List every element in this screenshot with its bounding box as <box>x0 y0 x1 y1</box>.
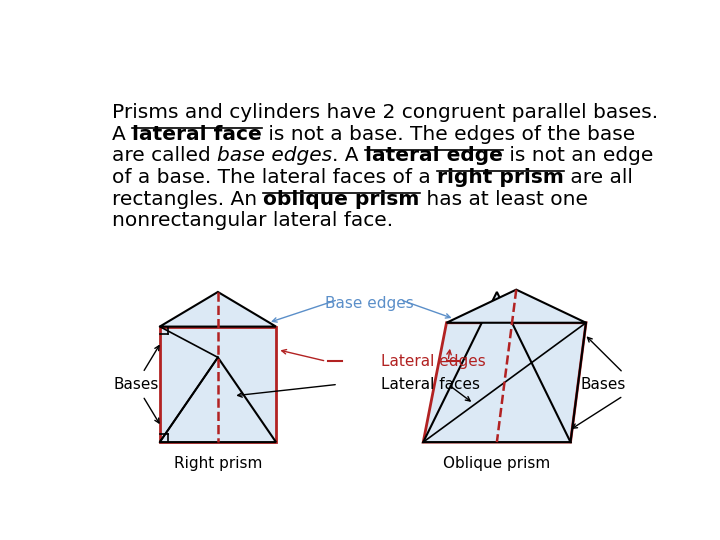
Text: are all: are all <box>564 168 633 187</box>
Text: of a base. The lateral faces of a: of a base. The lateral faces of a <box>112 168 437 187</box>
Text: nonrectangular lateral face.: nonrectangular lateral face. <box>112 211 393 230</box>
Text: has at least one: has at least one <box>420 190 588 208</box>
Polygon shape <box>423 292 570 442</box>
Text: Right prism: Right prism <box>174 456 262 471</box>
Text: Bases: Bases <box>581 377 626 392</box>
Text: Bases: Bases <box>113 377 158 392</box>
Text: rectangles. An: rectangles. An <box>112 190 264 208</box>
Text: Base edges: Base edges <box>325 296 413 311</box>
Polygon shape <box>160 292 276 327</box>
Text: lateral face: lateral face <box>132 125 261 144</box>
Text: Lateral faces: Lateral faces <box>381 377 480 392</box>
Text: Prisms and cylinders have 2 congruent parallel bases.: Prisms and cylinders have 2 congruent pa… <box>112 103 658 122</box>
Text: base edges: base edges <box>217 146 332 165</box>
Text: oblique prism: oblique prism <box>264 190 420 208</box>
Polygon shape <box>423 323 586 442</box>
Text: Oblique prism: Oblique prism <box>444 456 551 471</box>
Text: right prism: right prism <box>437 168 564 187</box>
Text: is not an edge: is not an edge <box>503 146 653 165</box>
Text: A: A <box>112 125 132 144</box>
Text: . A: . A <box>332 146 365 165</box>
Text: are called: are called <box>112 146 217 165</box>
Polygon shape <box>160 327 276 442</box>
Text: lateral edge: lateral edge <box>365 146 503 165</box>
Polygon shape <box>160 357 276 442</box>
Text: Lateral edges: Lateral edges <box>381 354 485 369</box>
Text: is not a base. The edges of the base: is not a base. The edges of the base <box>261 125 635 144</box>
Polygon shape <box>446 289 586 323</box>
